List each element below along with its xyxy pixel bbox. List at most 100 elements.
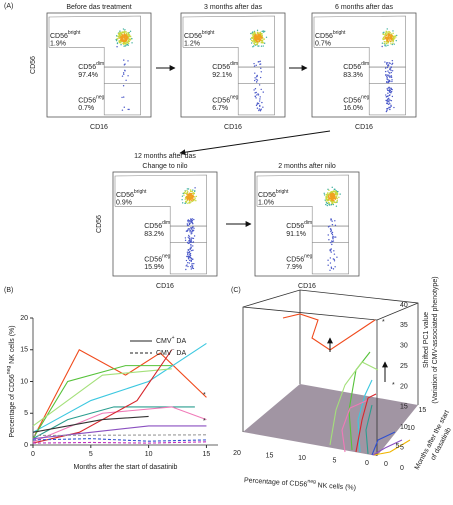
gate-percent: 1.2% [184,41,200,48]
event-dot [121,38,124,41]
event-dot [189,231,191,233]
superscript: dim [361,61,369,67]
event-dot [251,37,253,40]
event-dot [326,198,329,201]
event-dot [183,194,185,196]
gate-name: CD56neg [78,95,104,105]
event-dot [188,195,191,197]
event-dot [327,234,329,236]
event-dot [329,250,331,252]
event-dot [391,43,393,46]
event-dot [191,220,194,222]
event-dot [261,37,263,40]
event-dot [333,253,336,255]
event-dot [119,32,122,34]
event-dot [251,32,253,34]
event-dot [187,196,189,199]
gate-percent: 83.3% [343,72,363,79]
event-dot [256,94,258,96]
event-dot [190,243,192,246]
event-dot [336,256,338,258]
event-dot [385,36,388,39]
y-tick-label: 10 [407,425,415,432]
event-dot [384,44,386,47]
event-dot [385,45,387,47]
event-dot [121,96,123,99]
event-dot [254,77,256,79]
event-dot [128,35,131,37]
event-dot [255,78,257,81]
event-dot [258,40,261,42]
event-dot [388,87,390,89]
gate-name: CD56dim [78,61,104,71]
event-dot [391,59,394,62]
event-dot [329,262,332,264]
event-dot [325,198,327,200]
event-dot [392,37,395,39]
event-dot [254,41,257,44]
event-dot [391,70,394,72]
event-dot [262,106,264,108]
gate-percent: 7.9% [286,264,302,271]
event-dot [390,69,392,72]
event-dot [187,228,189,230]
z-tick-label: 35 [400,322,408,329]
event-dot [389,106,391,109]
event-dot [325,195,327,197]
event-dot [121,36,124,38]
event-dot [189,221,191,223]
gate-percent: 0.9% [116,200,132,207]
event-dot [255,104,258,107]
event-dot [185,259,188,262]
event-dot [385,110,388,113]
event-dot [258,84,261,86]
event-dot [260,42,262,44]
series-line [32,342,207,433]
event-dot [189,265,192,268]
event-dot [125,79,127,82]
event-dot [192,245,194,247]
event-dot [123,35,125,37]
event-dot [334,190,336,192]
z-tick-label: 25 [400,363,408,370]
event-cloud [323,186,341,272]
event-dot [192,237,195,240]
event-dot [381,42,384,44]
trajectory [372,439,403,456]
arrow [179,130,331,156]
text-part: CD56 [343,64,361,71]
superscript: neg [304,254,313,260]
event-dot [389,103,391,105]
event-dot [191,258,194,260]
event-dot [388,89,390,92]
event-dot [189,192,192,195]
event-dot [190,192,193,195]
event-dot [330,266,333,268]
y-tick-label: 10 [20,378,28,385]
event-dot [259,36,262,38]
event-dot [125,39,127,41]
event-dot [190,268,192,270]
event-dot [253,42,255,45]
event-dot [388,106,390,109]
event-dot [255,81,258,83]
event-dot [254,39,257,41]
event-dot [186,199,189,202]
asterisk: * [382,319,385,326]
event-dot [192,249,194,251]
event-dot [390,66,392,69]
event-dot [187,242,189,244]
event-dot [190,196,192,198]
event-dot [384,70,387,73]
event-dot [256,31,259,34]
event-dot [384,36,387,38]
event-dot [336,199,338,201]
event-dot [184,190,187,193]
event-dot [382,33,384,35]
event-dot [122,85,125,87]
event-dot [325,203,327,206]
event-dot [331,243,333,246]
event-dot [384,33,386,35]
event-dot [191,249,193,252]
